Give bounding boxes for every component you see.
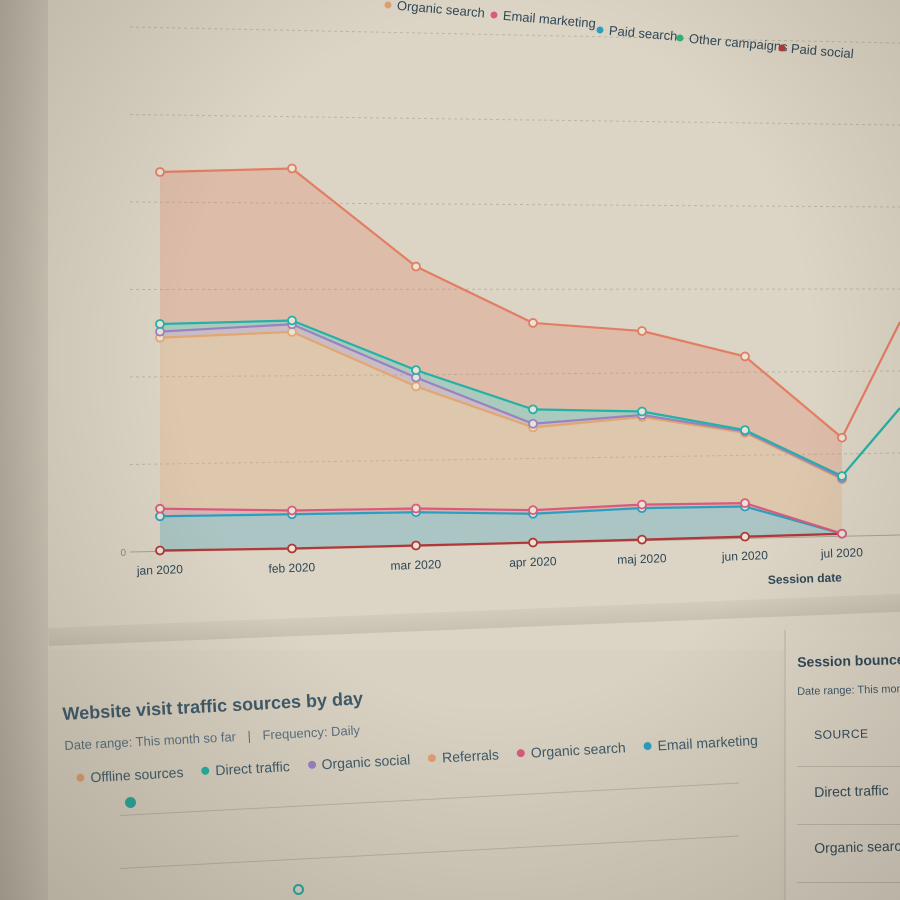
point-paid_social[interactable] [411,540,421,551]
sessions-area-chart: 0 jan 2020 feb 2020 mar 2020 apr 2020 maj 20… [120,0,900,587]
point-paid_social[interactable] [287,543,297,554]
point-teal_mid[interactable] [528,404,538,415]
gridline [129,288,900,290]
x-tick-label: feb 2020 [268,560,315,576]
point-top_salmon[interactable] [637,326,647,336]
point-top_salmon[interactable] [287,163,297,174]
legend-swatch [384,1,392,9]
point-top_salmon[interactable] [837,432,847,443]
area-paid_search [160,506,842,551]
point-teal_mid[interactable] [155,319,165,329]
point-email_marketing[interactable] [837,528,847,539]
chart-points [155,163,847,556]
legend-swatch [516,748,526,758]
data-point[interactable] [125,797,136,808]
table-header-source: SOURCE [814,726,869,742]
chart-areas [160,168,842,552]
legend-label: Other campaigns [688,31,788,55]
bounce-rate-panel [784,630,900,900]
gridline [129,370,900,378]
point-paid_social[interactable] [155,545,165,556]
x-tick-label: jul 2020 [820,545,864,561]
legend-swatch [427,753,437,763]
area-top_salmon [160,168,842,477]
legend-label: Organic search [396,0,485,20]
point-teal_mid[interactable] [287,315,297,326]
legend-swatch [201,766,210,775]
point-teal_mid[interactable] [740,425,750,436]
point-purple_mid[interactable] [528,418,538,429]
x-tick-label: mar 2020 [390,557,441,573]
gridline [129,452,900,465]
table-row[interactable]: Organic search [814,837,900,856]
x-axis-label: Session date [768,570,843,587]
legend-swatch [307,760,316,770]
table-divider [797,882,900,883]
gridline [129,201,900,208]
point-top_salmon[interactable] [740,351,750,362]
chart-legend: Organic search Email marketing Paid search… [384,0,854,61]
legend-item[interactable]: Email marketing [490,7,597,31]
gridline [129,26,900,44]
point-paid_social[interactable] [637,534,647,545]
table-divider [797,824,900,825]
traffic-by-day-panel [50,650,780,900]
table-row[interactable]: Direct traffic [814,782,889,800]
point-top_salmon[interactable] [411,261,421,272]
point-teal_mid[interactable] [637,406,647,417]
legend-swatch [596,26,604,34]
bounce-rate-title: Session bounce rate [797,650,900,670]
table-divider [797,766,900,767]
x-tick-label: jun 2020 [721,548,769,564]
x-axis-ticks: jan 2020 feb 2020 mar 2020 apr 2020 maj 2020… [136,545,864,578]
point-paid_social[interactable] [740,531,750,542]
monitor-bezel [0,0,48,900]
point-top_salmon[interactable] [155,167,165,177]
point-email_marketing[interactable] [411,503,421,514]
legend-item[interactable]: Organic search [384,0,486,20]
legend-swatch [76,773,85,782]
y-tick-label: 0 [120,548,126,559]
point-email_marketing[interactable] [740,498,750,509]
point-email_marketing[interactable] [528,505,538,516]
legend-label: Paid social [790,41,854,61]
bounce-rate-date-range: Date range: This month so [797,682,900,698]
legend-label: Referrals [441,746,500,766]
legend-swatch [676,34,684,42]
area-orange_mid [160,331,842,534]
legend-label: Email marketing [502,8,596,31]
point-top_salmon[interactable] [528,318,538,328]
point-email_marketing[interactable] [637,499,647,510]
point-email_marketing[interactable] [287,505,297,516]
legend-swatch [778,44,786,52]
legend-swatch [490,11,498,19]
separator: | [247,728,252,744]
line-continuation [841,321,900,439]
legend-label: Paid search [608,23,678,44]
legend-item[interactable]: Paid social [778,40,854,62]
x-tick-label: jan 2020 [136,562,184,578]
legend-item[interactable]: Other campaigns [676,30,789,55]
chart-panel [48,0,900,650]
point-email_marketing[interactable] [155,503,165,514]
point-orange_mid[interactable] [411,381,421,392]
x-tick-label: apr 2020 [509,554,557,570]
legend-swatch [643,741,652,751]
line-continuation [841,407,900,477]
data-point[interactable] [293,884,304,895]
y-axis-ticks: 0 [120,548,126,559]
point-paid_social[interactable] [528,537,538,548]
point-teal_mid[interactable] [837,471,847,482]
x-tick-label: maj 2020 [617,551,667,567]
point-teal_mid[interactable] [411,365,421,376]
legend-item[interactable]: Paid search [596,22,678,44]
gridline [129,114,900,126]
